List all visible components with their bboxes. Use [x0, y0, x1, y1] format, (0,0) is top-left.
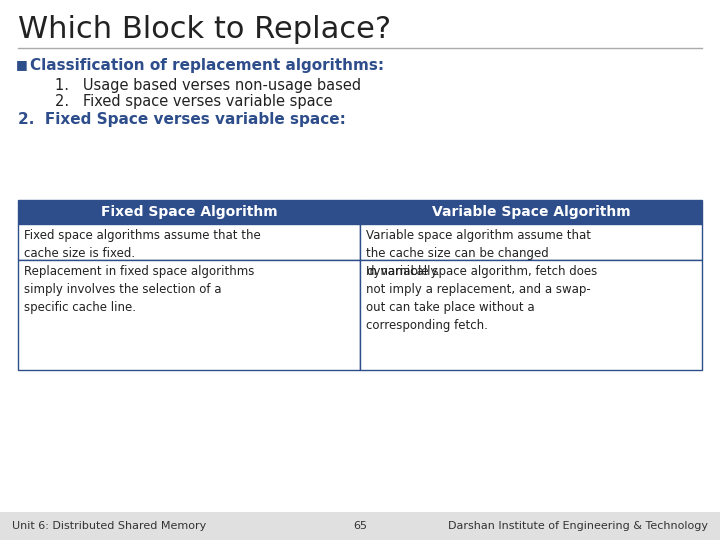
Text: Variable space algorithm assume that
the cache size can be changed
dynamically.: Variable space algorithm assume that the… [366, 229, 591, 278]
Bar [18, 260, 360, 370]
Text: Fixed Space Algorithm: Fixed Space Algorithm [101, 205, 277, 219]
Bar [360, 224, 702, 260]
Text: Which Block to Replace?: Which Block to Replace? [18, 15, 391, 44]
Bar [0, 512, 720, 540]
Text: Variable Space Algorithm: Variable Space Algorithm [432, 205, 630, 219]
Text: Unit 6: Distributed Shared Memory: Unit 6: Distributed Shared Memory [12, 521, 206, 531]
Text: 1.   Usage based verses non-usage based: 1. Usage based verses non-usage based [55, 78, 361, 93]
Text: Darshan Institute of Engineering & Technology: Darshan Institute of Engineering & Techn… [448, 521, 708, 531]
Bar [18, 200, 360, 224]
Text: In variable space algorithm, fetch does
not imply a replacement, and a swap-
out: In variable space algorithm, fetch does … [366, 265, 598, 332]
Bar [18, 224, 360, 260]
Text: Fixed space algorithms assume that the
cache size is fixed.: Fixed space algorithms assume that the c… [24, 229, 261, 260]
Bar [360, 200, 702, 224]
Text: 65: 65 [353, 521, 367, 531]
Text: Classification of replacement algorithms:: Classification of replacement algorithms… [30, 58, 384, 73]
Text: 2.   Fixed space verses variable space: 2. Fixed space verses variable space [55, 94, 333, 109]
Text: ■: ■ [16, 58, 28, 71]
Text: 2.  Fixed Space verses variable space:: 2. Fixed Space verses variable space: [18, 112, 346, 127]
Bar [360, 260, 702, 370]
Text: Replacement in fixed space algorithms
simply involves the selection of a
specifi: Replacement in fixed space algorithms si… [24, 265, 254, 314]
